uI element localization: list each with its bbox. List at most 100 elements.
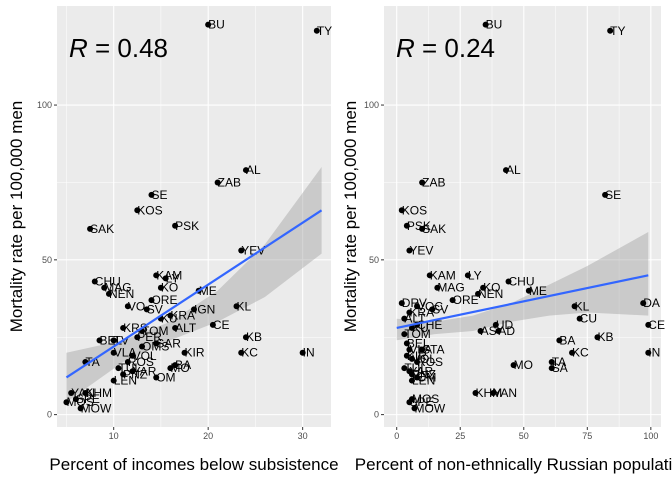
data-point	[242, 167, 249, 174]
data-point	[401, 315, 408, 322]
data-point	[449, 297, 456, 304]
correlation-annotation: R = 0.24	[396, 33, 495, 63]
data-point	[110, 349, 117, 356]
data-point	[233, 303, 240, 310]
point-label: LY	[166, 271, 180, 285]
point-label: CE	[648, 318, 665, 332]
point-label: OMS	[142, 340, 169, 354]
point-label: IN	[648, 346, 660, 360]
plot-background	[384, 6, 661, 427]
data-point	[120, 324, 127, 331]
data-point	[124, 358, 131, 365]
data-point	[153, 272, 160, 279]
point-label: KO	[483, 281, 500, 295]
point-label: KOS	[137, 203, 162, 217]
point-label: KB	[246, 330, 262, 344]
data-point	[191, 306, 197, 313]
data-point	[153, 374, 160, 381]
correlation-symbol: R	[396, 33, 415, 63]
point-label: VOL	[133, 349, 157, 363]
confidence-ribbon	[66, 167, 322, 403]
x-tick-label: 100	[643, 431, 658, 441]
data-point	[63, 399, 70, 406]
data-point	[403, 340, 410, 347]
data-point	[129, 368, 136, 375]
data-point	[408, 377, 415, 384]
x-axis-title: Percent of incomes below subsistence	[49, 455, 338, 474]
x-tick-label: 10	[109, 431, 119, 441]
y-axis-title: Mortality rate per 100,000 men	[341, 101, 360, 333]
point-label: BA	[175, 358, 191, 372]
data-point	[148, 191, 155, 198]
point-label: KO	[161, 281, 178, 295]
data-point	[411, 405, 418, 412]
data-point	[153, 340, 160, 347]
data-point	[490, 389, 497, 396]
data-point	[148, 297, 155, 304]
data-point	[594, 334, 601, 341]
y-axis-title: Mortality rate per 100,000 men	[7, 101, 26, 333]
point-label: TA	[552, 355, 566, 369]
data-point	[556, 337, 563, 344]
x-tick-label: 25	[455, 431, 465, 441]
data-point	[214, 179, 221, 186]
point-label: SA	[552, 361, 568, 375]
point-label: PSK	[175, 219, 199, 233]
point-label: MOW	[414, 401, 445, 415]
point-label: KIR	[185, 346, 205, 360]
data-point	[414, 358, 421, 365]
data-point	[167, 312, 174, 319]
data-point	[96, 337, 103, 344]
point-label: CU	[580, 312, 597, 326]
data-point	[419, 346, 426, 353]
point-label: LEN	[114, 374, 137, 388]
data-point	[406, 346, 413, 353]
data-point	[419, 225, 426, 232]
point-label: BU	[208, 18, 225, 32]
point-label: MOS	[66, 395, 93, 409]
data-point	[209, 321, 216, 328]
data-point	[134, 334, 141, 341]
data-point	[477, 328, 484, 335]
data-point	[414, 374, 421, 381]
point-label: KL	[575, 299, 590, 313]
point-label: NEN	[478, 287, 503, 301]
point-label: YEV	[409, 244, 433, 258]
regression-line	[65, 209, 323, 379]
point-label: VO	[128, 299, 145, 313]
point-label: AL	[506, 163, 521, 177]
data-point	[398, 207, 405, 214]
data-point	[645, 321, 652, 328]
point-label: IN	[303, 346, 315, 360]
data-point	[408, 355, 415, 362]
y-tick-label: 0	[374, 410, 379, 420]
data-point	[299, 349, 306, 356]
data-point	[157, 284, 164, 291]
data-point	[434, 284, 441, 291]
data-point	[492, 321, 499, 328]
data-point	[406, 309, 413, 316]
point-label: CHU	[95, 275, 121, 289]
point-label: YAN	[493, 386, 517, 400]
y-tick-label: 50	[42, 255, 52, 265]
point-label: ZAB	[218, 175, 241, 189]
point-label: STA	[422, 343, 444, 357]
point-label: KB	[597, 330, 613, 344]
point-label: KOS	[402, 203, 427, 217]
data-point	[502, 167, 509, 174]
point-label: TOM	[404, 327, 430, 341]
data-point	[313, 27, 320, 34]
data-point	[398, 300, 405, 307]
data-point	[172, 222, 179, 229]
y-tick-label: 0	[47, 410, 52, 420]
x-tick-label: 75	[582, 431, 592, 441]
point-label: MAG	[437, 281, 464, 295]
data-point	[480, 284, 487, 291]
point-label: ROS	[417, 355, 443, 369]
point-label: OM	[417, 370, 436, 384]
data-point	[426, 272, 433, 279]
data-point	[72, 396, 79, 403]
plot-background	[57, 6, 331, 427]
data-point	[120, 371, 127, 378]
